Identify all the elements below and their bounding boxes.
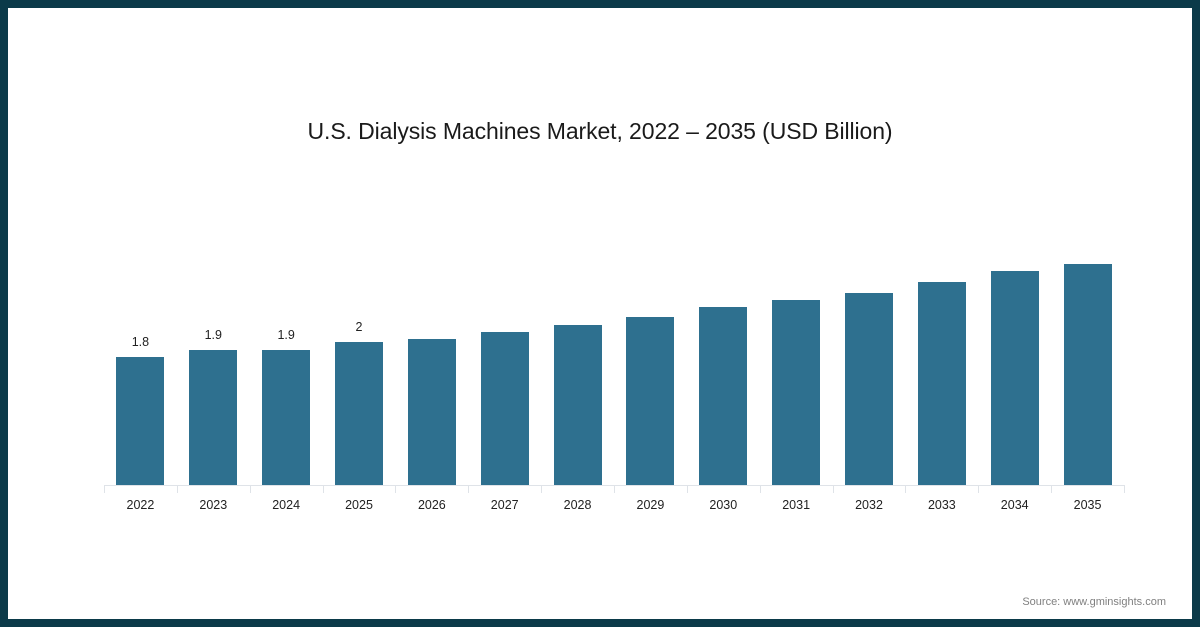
x-tick-label-2023: 2023 [199, 498, 228, 512]
bar-2033 [917, 281, 966, 485]
x-tick-label-2022: 2022 [126, 498, 155, 512]
axis-tick-mark [978, 485, 980, 493]
x-tick-label-2024: 2024 [272, 498, 301, 512]
bar-2024 [262, 349, 311, 485]
bar-2035 [1063, 264, 1112, 485]
axis-tick-mark [104, 485, 105, 493]
axis-tick-mark [176, 485, 178, 493]
bar-2026 [407, 338, 456, 485]
x-tick-label-2030: 2030 [709, 498, 738, 512]
x-tick-label-2025: 2025 [345, 498, 373, 512]
x-tick-label-2029: 2029 [636, 498, 665, 512]
bar-2022 [116, 356, 165, 485]
axis-tick-mark [614, 485, 615, 493]
axis-tick-mark [686, 485, 688, 493]
chart-title: U.S. Dialysis Machines Market, 2022 – 20… [307, 118, 893, 144]
bar-2025 [335, 342, 383, 485]
bar-value-label-2024: 1.9 [277, 327, 295, 342]
bar-2030 [699, 306, 748, 485]
x-tick-label-2027: 2027 [490, 498, 519, 512]
source-attribution: Source: www.gminsights.com [1022, 596, 1166, 608]
x-tick-label-2035: 2035 [1073, 498, 1102, 512]
x-tick-label-2032: 2032 [855, 498, 883, 512]
bar-2032 [845, 292, 893, 485]
axis-tick-mark [759, 485, 761, 493]
plot-area: 1.8 1.9 1.9 2 2022 2023 2024 2025 2026 2027 2028 2… [92, 8, 1192, 619]
axis-tick-mark [905, 485, 907, 493]
x-tick-label-2034: 2034 [1000, 498, 1029, 512]
bar-2031 [772, 299, 821, 485]
bar-2027 [480, 331, 529, 485]
axis-tick-mark [322, 485, 324, 493]
axis-tick-mark [468, 485, 470, 493]
bar-value-label-2023: 1.9 [204, 327, 222, 342]
x-tick-label-2031: 2031 [782, 498, 811, 512]
axis-tick-mark [1051, 485, 1053, 493]
bar-value-label-2025: 2 [355, 320, 363, 335]
x-tick-label-2026: 2026 [417, 498, 446, 512]
axis-tick-mark [249, 485, 251, 493]
axis-tick-mark [541, 485, 543, 493]
bar-2034 [990, 271, 1039, 485]
bar-2028 [553, 324, 602, 485]
chart-canvas: U.S. Dialysis Machines Market, 2022 – 20… [8, 8, 1192, 619]
x-tick-label-2033: 2033 [927, 498, 956, 512]
bar-2023 [189, 349, 238, 485]
x-tick-label-2028: 2028 [563, 498, 592, 512]
bar-value-label-2022: 1.8 [131, 334, 150, 349]
axis-tick-mark [832, 485, 834, 493]
axis-tick-mark [1124, 485, 1125, 493]
axis-tick-mark [395, 485, 397, 493]
bar-2029 [626, 317, 675, 485]
